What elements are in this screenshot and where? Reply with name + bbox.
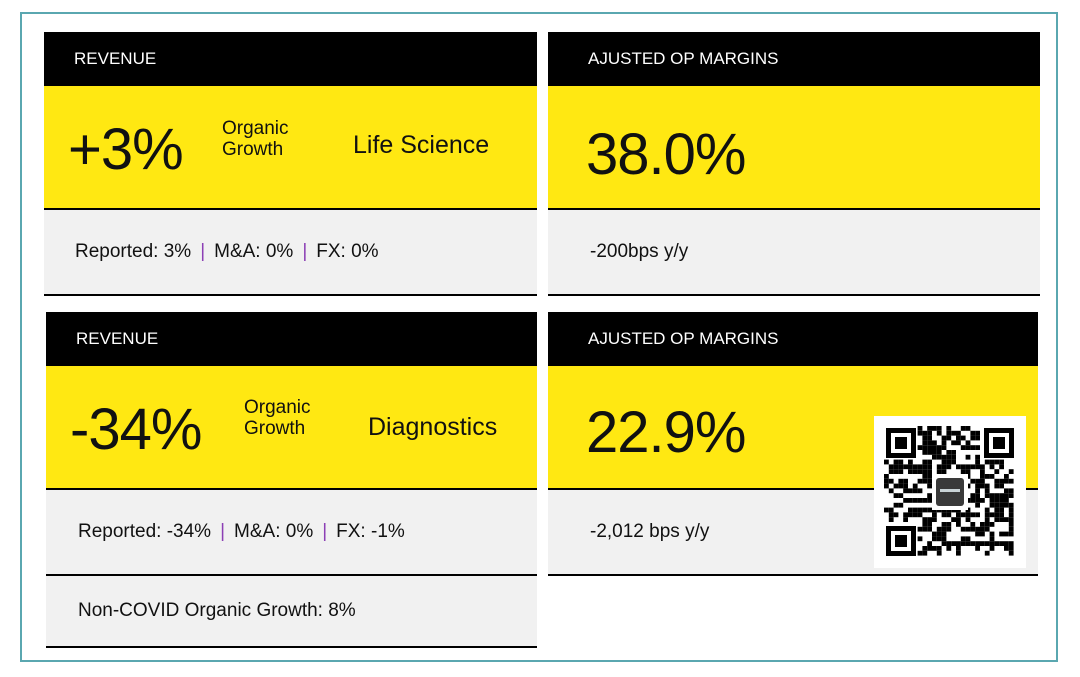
- life-science-revenue-card: REVENUE +3% Organic Growth Life Science …: [44, 32, 537, 296]
- organic-growth-label: Organic Growth: [244, 397, 311, 439]
- detail-row: Reported: -34% | M&A: 0% | FX: -1%: [46, 490, 537, 576]
- adjusted-op-margin-value: 22.9%: [586, 400, 746, 465]
- separator: |: [200, 241, 206, 262]
- adjusted-op-margin-value: 38.0%: [586, 122, 746, 187]
- non-covid-row: Non-COVID Organic Growth: 8%: [46, 576, 537, 648]
- highlight-panel: +3% Organic Growth Life Science: [44, 86, 537, 210]
- card-header: AJUSTED OP MARGINS: [548, 32, 1040, 86]
- card-header: AJUSTED OP MARGINS: [548, 312, 1038, 366]
- reported-growth: Reported: -34%: [78, 521, 212, 542]
- organic-growth-value: +3%: [68, 117, 184, 182]
- segment-name: Life Science: [353, 131, 490, 159]
- separator: |: [220, 521, 226, 542]
- margin-change: -2,012 bps y/y: [590, 521, 710, 542]
- highlight-panel: -34% Organic Growth Diagnostics: [46, 366, 537, 490]
- detail-row: -200bps y/y: [548, 210, 1040, 296]
- life-science-margin-card: AJUSTED OP MARGINS 38.0% -200bps y/y: [548, 32, 1040, 296]
- organic-growth-value: -34%: [70, 397, 202, 462]
- separator: |: [322, 521, 328, 542]
- highlight-panel: 38.0%: [548, 86, 1040, 210]
- non-covid-growth: Non-COVID Organic Growth: 8%: [78, 600, 356, 621]
- card-header: REVENUE: [46, 312, 537, 366]
- detail-row: Reported: 3% | M&A: 0% | FX: 0%: [44, 210, 537, 296]
- reported-growth: Reported: 3%: [75, 241, 192, 262]
- ma-impact: M&A: 0%: [214, 241, 294, 262]
- fx-impact: FX: -1%: [336, 521, 405, 542]
- margin-change: -200bps y/y: [590, 241, 689, 262]
- segment-name: Diagnostics: [368, 413, 498, 441]
- organic-growth-label: Organic Growth: [222, 118, 289, 160]
- card-header: REVENUE: [44, 32, 537, 86]
- ma-impact: M&A: 0%: [234, 521, 314, 542]
- qr-code-icon: [874, 416, 1026, 568]
- qr-code-graphic: [884, 426, 1014, 556]
- page-frame: [20, 12, 1058, 662]
- fx-impact: FX: 0%: [316, 241, 379, 262]
- separator: |: [302, 241, 308, 262]
- diagnostics-revenue-card: REVENUE -34% Organic Growth Diagnostics …: [46, 312, 537, 648]
